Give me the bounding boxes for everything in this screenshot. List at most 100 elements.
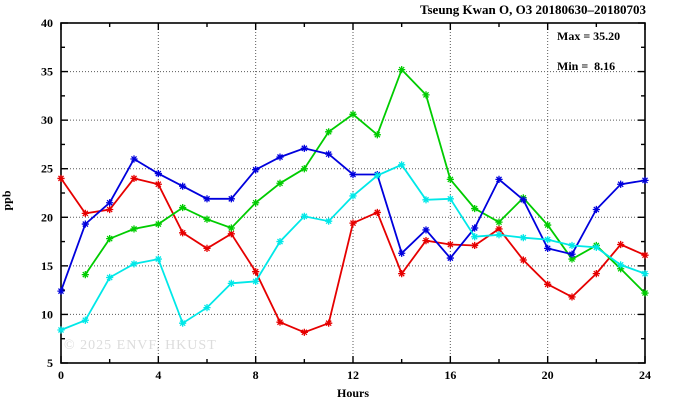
data-point-marker-cyan	[544, 236, 552, 244]
x-tick-label: 16	[444, 368, 456, 382]
data-point-marker-cyan	[641, 270, 649, 278]
data-point-marker-blue	[641, 176, 649, 184]
data-point-marker-red	[398, 270, 406, 278]
data-point-marker-green	[81, 271, 89, 279]
series-line-green	[84, 67, 646, 294]
x-tick-label: 8	[253, 368, 259, 382]
data-point-marker-red	[325, 319, 333, 327]
data-point-marker-red	[300, 328, 308, 336]
data-point-marker-red	[495, 225, 503, 233]
data-point-marker-cyan	[617, 261, 625, 269]
data-point-marker-green	[617, 265, 625, 273]
data-point-marker-cyan	[203, 304, 211, 312]
data-point-marker-red	[568, 293, 576, 301]
data-point-marker-blue	[349, 170, 357, 179]
data-point-marker-red	[373, 208, 381, 217]
data-point-marker-green	[641, 289, 649, 297]
data-point-marker-green	[398, 66, 406, 74]
data-point-marker-red	[349, 219, 357, 227]
y-tick-label: 15	[41, 259, 53, 273]
data-point-marker-blue	[325, 150, 333, 158]
data-point-marker-green	[252, 199, 260, 207]
y-axis-label: ppb	[0, 190, 14, 211]
data-point-marker-red	[252, 268, 260, 276]
series-line-red	[60, 177, 646, 334]
data-point-marker-red	[446, 240, 454, 249]
x-axis-label: Hours	[336, 386, 369, 400]
data-point-marker-cyan	[471, 233, 479, 241]
data-point-marker-cyan	[252, 277, 260, 285]
data-point-marker-green	[300, 165, 308, 173]
data-point-marker-blue	[495, 175, 503, 183]
data-point-marker-red	[154, 180, 162, 188]
data-point-marker-cyan	[106, 273, 114, 282]
data-point-marker-red	[276, 318, 284, 326]
data-point-marker-blue	[519, 196, 527, 204]
max-min-annotation: Max = 35.20 Min = 8.16	[557, 29, 620, 74]
data-point-marker-green	[349, 110, 357, 118]
data-point-marker-blue	[203, 195, 211, 203]
data-point-marker-cyan	[373, 171, 381, 180]
x-tick-label: 20	[542, 368, 554, 382]
data-point-marker-cyan	[81, 316, 89, 324]
data-point-marker-green	[154, 220, 162, 228]
watermark: © 2025 ENVF, HKUST	[64, 338, 217, 353]
data-point-marker-cyan	[325, 217, 333, 225]
data-point-marker-green	[325, 128, 333, 136]
data-point-marker-red	[519, 256, 527, 264]
max-value-label: Max = 35.20	[557, 29, 621, 43]
data-point-marker-blue	[422, 226, 430, 234]
data-point-marker-cyan	[398, 161, 406, 169]
data-point-marker-red	[227, 230, 235, 238]
y-tick-label: 40	[41, 16, 53, 30]
data-point-marker-cyan	[422, 196, 430, 204]
data-point-marker-red	[81, 209, 89, 217]
data-point-marker-cyan	[154, 255, 162, 263]
data-point-marker-cyan	[130, 260, 138, 268]
data-point-marker-blue	[568, 250, 576, 258]
chart-title: Tseung Kwan O, O3 20180630–20180703	[420, 2, 646, 17]
data-point-marker-blue	[154, 169, 162, 178]
data-point-marker-blue	[130, 155, 138, 163]
data-point-marker-blue	[544, 244, 552, 252]
data-point-marker-green	[544, 221, 552, 229]
data-point-marker-cyan	[349, 192, 357, 200]
data-point-marker-cyan	[227, 279, 235, 287]
data-point-marker-blue	[471, 224, 479, 232]
data-point-marker-cyan	[276, 237, 284, 246]
data-point-marker-blue	[617, 180, 625, 188]
y-tick-label: 20	[41, 210, 53, 224]
y-tick-label: 30	[41, 113, 53, 127]
data-point-marker-green	[495, 218, 503, 226]
data-point-marker-red	[641, 251, 649, 259]
data-point-marker-red	[203, 244, 211, 252]
data-point-marker-blue	[81, 220, 89, 228]
y-tick-label: 10	[41, 307, 53, 321]
data-point-marker-green	[471, 204, 479, 213]
data-point-marker-blue	[57, 287, 65, 295]
x-tick-label: 4	[155, 368, 161, 382]
min-value-label: Min = 8.16	[557, 59, 616, 73]
data-point-marker-cyan	[57, 326, 65, 334]
data-point-marker-blue	[446, 254, 454, 262]
data-point-marker-red	[422, 237, 430, 245]
data-point-marker-blue	[300, 144, 308, 152]
x-tick-label: 24	[639, 368, 651, 382]
y-tick-label: 35	[41, 65, 53, 79]
y-tick-label: 5	[47, 356, 53, 370]
x-tick-label: 0	[58, 368, 64, 382]
data-point-marker-cyan	[179, 319, 187, 327]
data-point-marker-green	[422, 91, 430, 99]
data-point-marker-red	[130, 174, 138, 183]
data-point-marker-red	[592, 270, 600, 278]
data-point-marker-cyan	[495, 231, 503, 239]
data-point-marker-green	[203, 215, 211, 223]
data-point-marker-blue	[592, 205, 600, 214]
data-point-marker-green	[227, 224, 235, 232]
data-point-marker-green	[130, 225, 138, 233]
y-tick-label: 25	[41, 162, 53, 176]
data-point-marker-cyan	[592, 243, 600, 251]
data-point-marker-green	[276, 179, 284, 187]
data-point-marker-red	[471, 241, 479, 250]
